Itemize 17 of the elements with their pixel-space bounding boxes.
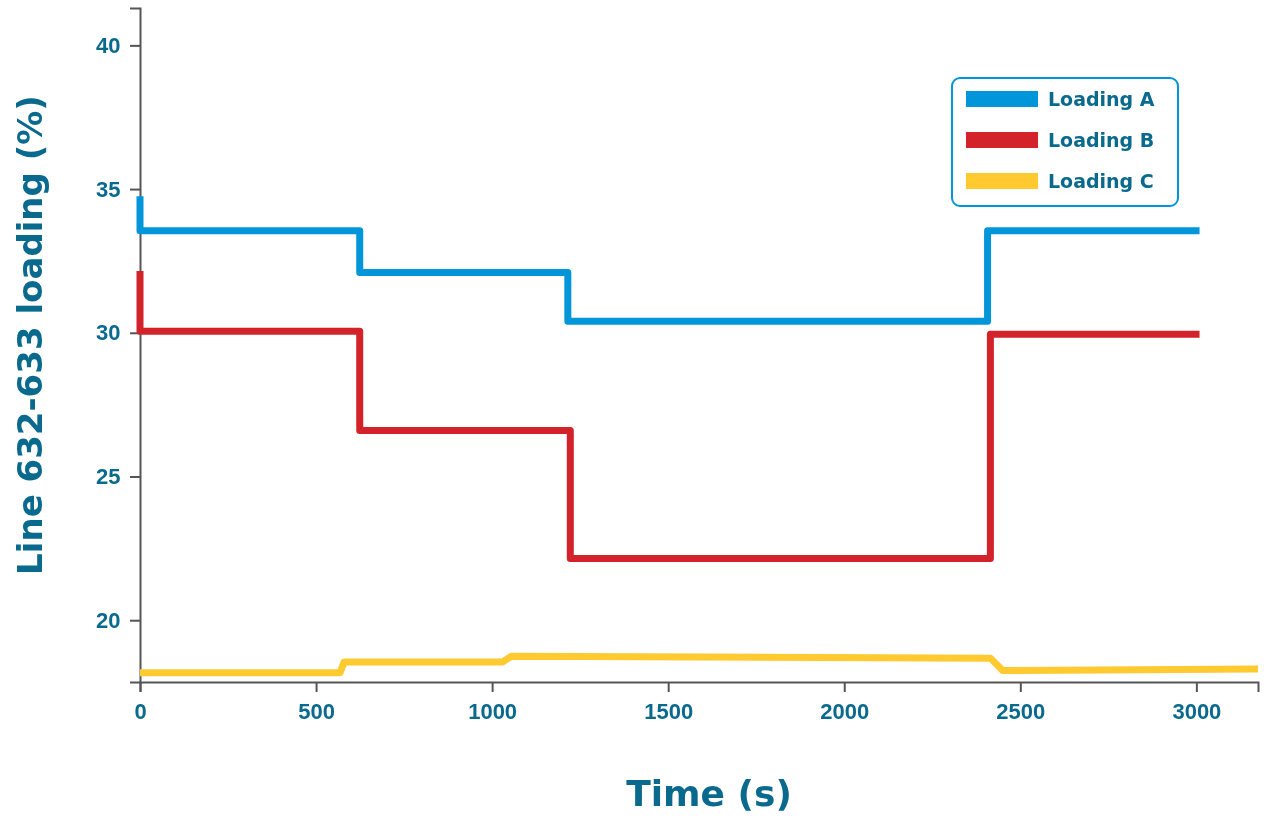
y-tick-label: 30	[95, 320, 121, 346]
legend-label: Loading B	[1048, 129, 1155, 151]
y-tick-label: 20	[95, 607, 121, 633]
x-tick-label: 2000	[820, 699, 870, 725]
y-tick-label: 40	[95, 32, 121, 58]
y-tick-label: 35	[95, 176, 121, 202]
x-axis-title: Time (s)	[626, 773, 792, 814]
y-tick-label: 25	[95, 464, 121, 490]
x-tick-label: 3000	[1172, 699, 1222, 725]
x-tick-label: 1500	[644, 699, 694, 725]
x-tick-label: 2500	[996, 699, 1046, 725]
x-tick-label: 500	[298, 699, 335, 725]
x-tick-label: 0	[134, 699, 147, 725]
y-axis-title: Line 632-633 loading (%)	[10, 95, 50, 575]
x-tick-label: 1000	[468, 699, 518, 725]
legend-label: Loading A	[1048, 88, 1155, 110]
legend-label: Loading C	[1048, 170, 1154, 192]
